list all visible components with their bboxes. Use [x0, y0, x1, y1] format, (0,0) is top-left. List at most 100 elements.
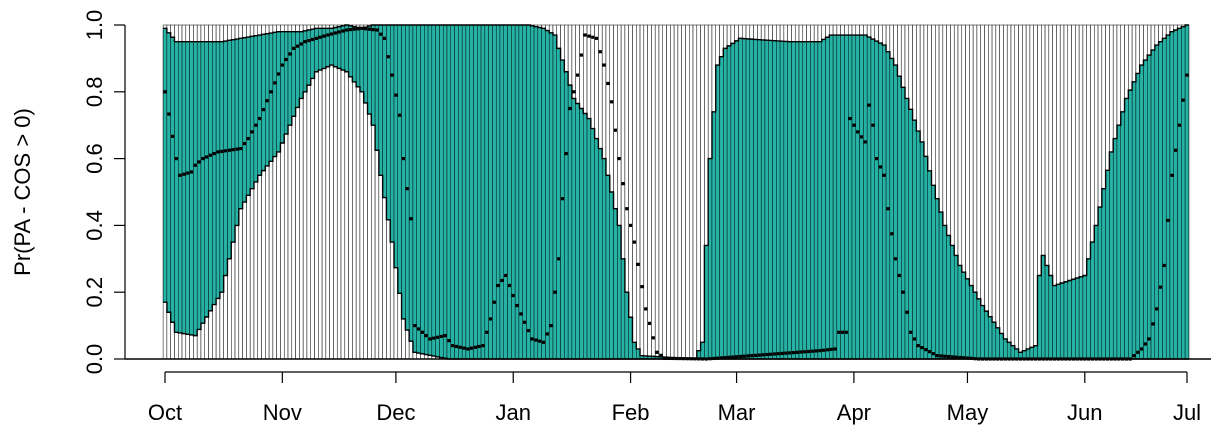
point-estimate	[500, 278, 504, 283]
band-bar	[1124, 98, 1129, 360]
point-estimate	[201, 157, 205, 161]
point-estimate	[738, 354, 742, 359]
point-estimate	[250, 130, 254, 134]
band-bar	[863, 34, 868, 360]
band-bar	[185, 41, 190, 335]
point-estimate	[371, 27, 375, 32]
point-estimate	[424, 334, 428, 338]
point-estimate	[731, 355, 735, 359]
point-estimate	[337, 30, 341, 34]
point-estimate	[466, 347, 470, 351]
band-bar	[458, 24, 463, 360]
band-bar	[745, 38, 751, 360]
band-bar	[412, 24, 417, 353]
band-bar	[477, 24, 482, 360]
band-bar	[488, 24, 493, 360]
band-bar	[295, 31, 300, 108]
point-estimate	[284, 57, 288, 62]
band-bar	[601, 158, 607, 360]
background-bar	[673, 24, 679, 360]
y-tick-label: 0.8	[82, 77, 107, 108]
point-estimate	[1185, 73, 1189, 77]
band-bar	[564, 71, 569, 360]
band-bar	[545, 30, 550, 360]
point-estimate	[538, 339, 542, 343]
point-estimate	[443, 334, 447, 338]
point-estimate	[878, 165, 882, 169]
band-bar	[976, 298, 981, 360]
band-bar	[181, 41, 187, 334]
point-estimate	[640, 285, 644, 289]
band-bar	[609, 191, 614, 360]
band-bar	[567, 84, 573, 360]
background-bar	[696, 24, 701, 360]
band-bar	[405, 24, 410, 331]
band-bar	[276, 31, 281, 153]
band-bar	[427, 24, 433, 356]
x-tick-label: Jul	[1173, 400, 1201, 425]
point-estimate	[167, 112, 171, 116]
point-estimate	[345, 28, 349, 32]
band-bar	[840, 34, 845, 360]
point-estimate	[454, 344, 459, 349]
point-estimate	[852, 123, 856, 127]
band-bar	[859, 34, 864, 360]
band-bar	[306, 29, 311, 86]
point-estimate	[765, 352, 769, 357]
point-estimate	[394, 93, 398, 97]
band-bar	[242, 37, 247, 203]
point-estimate	[477, 344, 481, 349]
band-bar	[1067, 280, 1072, 360]
band-bar	[215, 41, 221, 299]
point-estimate	[295, 44, 300, 48]
point-estimate	[784, 351, 788, 355]
band-bar	[189, 41, 194, 336]
band-bar	[318, 28, 323, 71]
band-bar	[1063, 281, 1068, 360]
band-bar	[776, 40, 781, 360]
point-estimate	[636, 262, 640, 266]
point-estimate	[1136, 350, 1140, 354]
band-bar	[541, 28, 546, 360]
band-bar	[530, 25, 535, 360]
point-estimate	[1139, 347, 1144, 351]
background-bar	[988, 24, 993, 360]
point-estimate	[617, 157, 621, 161]
point-estimate	[579, 53, 583, 57]
point-estimate	[186, 171, 190, 175]
point-estimate	[912, 337, 917, 341]
axes-layer: 0.0 0.2 0.4 0.6 0.8 1.0 Oct Nov Dec Jan Feb Mar Apr M…	[82, 10, 1211, 425]
band-bar	[355, 27, 361, 88]
band-bar	[461, 24, 467, 360]
point-estimate	[205, 155, 209, 159]
band-bar	[382, 24, 387, 198]
point-estimate	[905, 310, 909, 314]
background-bar	[1018, 24, 1023, 360]
band-bar	[1112, 138, 1118, 360]
point-estimate	[511, 293, 515, 298]
band-bar	[1128, 89, 1133, 360]
point-estimate	[560, 197, 565, 201]
point-estimate	[485, 330, 489, 334]
band-bar	[988, 316, 993, 360]
point-estimate	[587, 34, 591, 38]
band-bar	[749, 38, 754, 360]
point-estimate	[432, 336, 436, 340]
point-estimate	[519, 312, 523, 316]
point-estimate	[549, 324, 553, 328]
point-estimate	[507, 283, 512, 288]
point-estimate	[965, 356, 970, 360]
y-tick-label: 0.6	[82, 143, 107, 174]
y-tick-label: 1.0	[82, 10, 107, 41]
background-bar	[692, 24, 698, 360]
point-estimate	[447, 339, 451, 343]
point-estimate	[598, 50, 602, 54]
point-estimate	[515, 303, 519, 308]
band-bar	[166, 32, 171, 313]
band-bar	[1165, 34, 1171, 360]
band-bar	[927, 170, 932, 360]
band-bar	[605, 175, 610, 360]
point-estimate	[246, 136, 250, 141]
credible-band-layer	[162, 24, 1190, 360]
band-bar	[798, 41, 804, 360]
